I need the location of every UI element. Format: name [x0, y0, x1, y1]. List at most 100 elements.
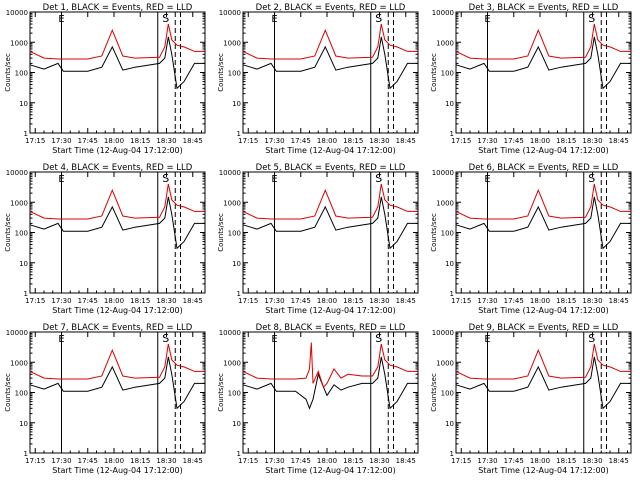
- marker-e: E: [58, 14, 64, 25]
- panel-title: Det 2, BLACK = Events, RED = LLD: [256, 3, 406, 13]
- y-tick-label: 1: [450, 130, 454, 138]
- series-lld-line: [242, 23, 418, 60]
- x-tick-label: 18:30: [156, 297, 176, 305]
- panel-det-4: Det 4, BLACK = Events, RED = LLD 1 10 100 10…: [4, 163, 206, 315]
- y-tick-label: 100: [228, 390, 241, 398]
- series-lld-line: [242, 342, 418, 389]
- series-events-line: [242, 196, 418, 250]
- y-tick-label: 100: [441, 230, 454, 238]
- panel-det-8: Det 8, BLACK = Events, RED = LLD 1 10 100 10…: [217, 323, 419, 475]
- x-tick-label: 18:00: [317, 137, 337, 145]
- x-axis-label: Start Time (12-Aug-04 17:12:00): [478, 146, 609, 155]
- y-axis-label: Counts/sec: [217, 53, 225, 92]
- y-tick-label: 10: [445, 260, 454, 268]
- x-tick-label: 18:45: [609, 297, 629, 305]
- x-tick-label: 17:15: [25, 297, 45, 305]
- x-tick-label: 18:45: [609, 457, 629, 465]
- marker-e: E: [484, 174, 490, 185]
- y-tick-label: 10000: [219, 169, 241, 177]
- x-tick-label: 18:15: [343, 297, 363, 305]
- x-axis-label: Start Time (12-Aug-04 17:12:00): [478, 466, 609, 475]
- y-tick-label: 100: [228, 70, 241, 78]
- x-tick-label: 17:30: [264, 137, 284, 145]
- series-events-line: [455, 36, 631, 90]
- y-tick-label: 10000: [432, 329, 454, 337]
- x-tick-label: 17:45: [504, 137, 524, 145]
- panel-title: Det 7, BLACK = Events, RED = LLD: [43, 323, 193, 333]
- x-tick-label: 18:30: [369, 137, 389, 145]
- x-axis-label: Start Time (12-Aug-04 17:12:00): [265, 306, 396, 315]
- x-tick-label: 17:15: [451, 137, 471, 145]
- x-tick-label: 18:00: [530, 457, 550, 465]
- y-axis-label: Counts/sec: [4, 213, 12, 252]
- y-tick-label: 10000: [6, 9, 28, 17]
- series-lld-line: [455, 343, 631, 380]
- plot-frame: [29, 11, 206, 134]
- y-tick-label: 1000: [436, 39, 454, 47]
- x-tick-label: 18:15: [343, 457, 363, 465]
- series-lld-line: [29, 23, 205, 60]
- y-tick-label: 100: [15, 390, 28, 398]
- x-tick-label: 18:45: [396, 457, 416, 465]
- x-tick-label: 17:30: [51, 457, 71, 465]
- y-tick-label: 1: [450, 290, 454, 298]
- x-tick-label: 17:45: [291, 457, 311, 465]
- x-tick-label: 17:15: [451, 457, 471, 465]
- x-tick-label: 18:15: [343, 137, 363, 145]
- x-tick-label: 18:00: [317, 297, 337, 305]
- panel-title: Det 8, BLACK = Events, RED = LLD: [256, 323, 406, 333]
- panel-title: Det 4, BLACK = Events, RED = LLD: [43, 163, 193, 173]
- x-axis-label: Start Time (12-Aug-04 17:12:00): [478, 306, 609, 315]
- series-events-line: [455, 196, 631, 250]
- x-tick-label: 18:30: [156, 137, 176, 145]
- y-axis-label: Counts/sec: [430, 373, 438, 412]
- x-tick-label: 17:15: [451, 297, 471, 305]
- x-tick-label: 18:45: [396, 297, 416, 305]
- y-tick-label: 1: [24, 130, 28, 138]
- y-tick-label: 100: [228, 230, 241, 238]
- x-tick-label: 18:00: [104, 137, 124, 145]
- x-tick-label: 17:45: [291, 137, 311, 145]
- x-tick-label: 18:30: [369, 457, 389, 465]
- y-tick-label: 100: [441, 70, 454, 78]
- plot-frame: [29, 331, 206, 454]
- x-tick-label: 17:45: [291, 297, 311, 305]
- x-axis-label: Start Time (12-Aug-04 17:12:00): [265, 146, 396, 155]
- y-tick-label: 1000: [10, 39, 28, 47]
- y-tick-label: 1: [24, 450, 28, 458]
- y-tick-label: 10: [232, 100, 241, 108]
- series-lld-line: [29, 183, 205, 220]
- y-tick-label: 1: [237, 450, 241, 458]
- series-events-line: [29, 196, 205, 250]
- x-tick-label: 18:30: [156, 457, 176, 465]
- panel-det-7: Det 7, BLACK = Events, RED = LLD 1 10 100 10…: [4, 323, 206, 475]
- x-tick-label: 17:30: [51, 137, 71, 145]
- plot-frame: [242, 331, 419, 454]
- plot-frame: [455, 171, 632, 294]
- y-tick-label: 10: [232, 260, 241, 268]
- y-tick-label: 1000: [223, 39, 241, 47]
- panel-det-2: Det 2, BLACK = Events, RED = LLD 1 10 100 10…: [217, 3, 419, 155]
- x-tick-label: 18:45: [183, 137, 203, 145]
- y-tick-label: 10000: [219, 9, 241, 17]
- x-tick-label: 17:45: [78, 297, 98, 305]
- y-tick-label: 10: [19, 100, 28, 108]
- x-axis-label: Start Time (12-Aug-04 17:12:00): [265, 466, 396, 475]
- marker-s: S: [375, 12, 382, 25]
- x-tick-label: 17:45: [504, 297, 524, 305]
- panel-title: Det 3, BLACK = Events, RED = LLD: [469, 3, 619, 13]
- y-tick-label: 1: [24, 290, 28, 298]
- x-axis-label: Start Time (12-Aug-04 17:12:00): [52, 146, 183, 155]
- series-lld-line: [455, 23, 631, 60]
- x-tick-label: 18:45: [183, 457, 203, 465]
- plot-frame: [455, 331, 632, 454]
- marker-s: S: [588, 332, 595, 345]
- y-tick-label: 1000: [223, 359, 241, 367]
- x-tick-label: 17:30: [264, 297, 284, 305]
- marker-s: S: [162, 172, 169, 185]
- x-axis-label: Start Time (12-Aug-04 17:12:00): [52, 466, 183, 475]
- y-tick-label: 10000: [432, 169, 454, 177]
- x-tick-label: 17:30: [477, 297, 497, 305]
- x-tick-label: 17:15: [238, 457, 258, 465]
- y-axis-label: Counts/sec: [217, 213, 225, 252]
